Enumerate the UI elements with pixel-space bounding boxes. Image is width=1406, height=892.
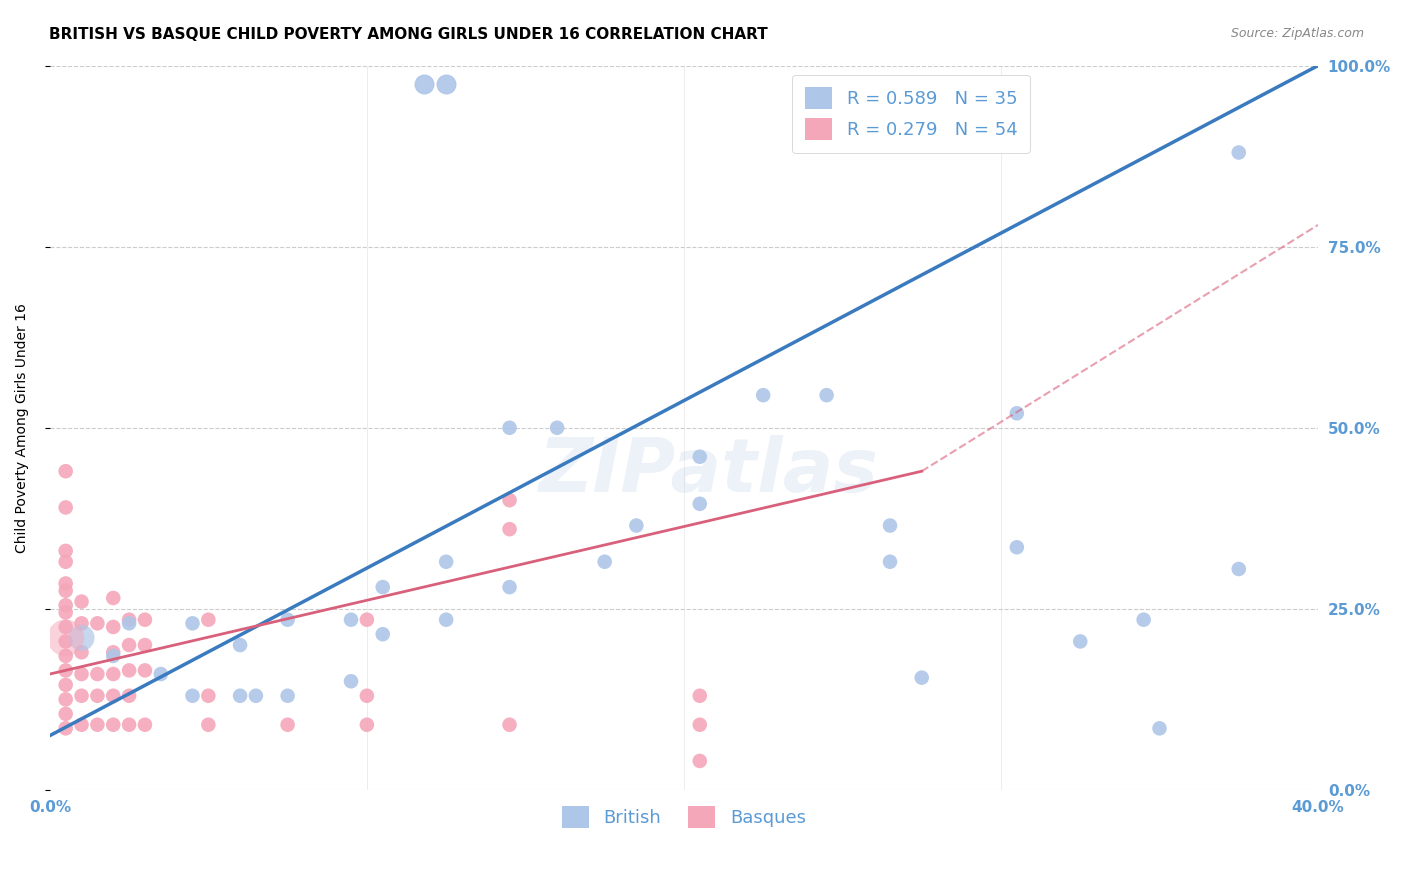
Point — [371, 580, 394, 594]
Point — [371, 627, 394, 641]
Point — [626, 518, 648, 533]
Point — [134, 664, 156, 678]
Point — [118, 717, 141, 731]
Point — [55, 631, 77, 645]
Point — [103, 717, 125, 731]
Point — [1028, 77, 1050, 91]
Point — [134, 638, 156, 652]
Point — [1227, 562, 1250, 576]
Point — [879, 518, 901, 533]
Point — [103, 591, 125, 605]
Point — [689, 717, 711, 731]
Point — [498, 421, 520, 435]
Point — [277, 717, 299, 731]
Point — [55, 620, 77, 634]
Point — [118, 664, 141, 678]
Text: Source: ZipAtlas.com: Source: ZipAtlas.com — [1230, 27, 1364, 40]
Point — [815, 388, 838, 402]
Point — [55, 678, 77, 692]
Point — [55, 583, 77, 598]
Point — [277, 613, 299, 627]
Point — [149, 667, 172, 681]
Point — [70, 689, 93, 703]
Point — [118, 638, 141, 652]
Point — [879, 555, 901, 569]
Point — [55, 722, 77, 736]
Point — [434, 555, 457, 569]
Point — [55, 664, 77, 678]
Point — [86, 616, 108, 631]
Point — [103, 648, 125, 663]
Point — [70, 594, 93, 608]
Point — [689, 497, 711, 511]
Point — [546, 421, 568, 435]
Point — [103, 645, 125, 659]
Point — [197, 717, 219, 731]
Point — [356, 689, 378, 703]
Point — [134, 613, 156, 627]
Text: BRITISH VS BASQUE CHILD POVERTY AMONG GIRLS UNDER 16 CORRELATION CHART: BRITISH VS BASQUE CHILD POVERTY AMONG GI… — [49, 27, 768, 42]
Point — [70, 616, 93, 631]
Point — [498, 580, 520, 594]
Point — [86, 667, 108, 681]
Point — [197, 613, 219, 627]
Point — [118, 689, 141, 703]
Point — [103, 620, 125, 634]
Point — [55, 692, 77, 706]
Point — [356, 717, 378, 731]
Point — [70, 631, 93, 645]
Point — [229, 689, 252, 703]
Point — [134, 717, 156, 731]
Point — [974, 77, 997, 91]
Point — [911, 671, 934, 685]
Point — [181, 616, 204, 631]
Point — [356, 613, 378, 627]
Point — [689, 689, 711, 703]
Point — [55, 576, 77, 591]
Point — [498, 717, 520, 731]
Point — [55, 555, 77, 569]
Point — [340, 674, 363, 689]
Point — [70, 667, 93, 681]
Point — [1005, 541, 1028, 555]
Point — [197, 689, 219, 703]
Point — [70, 645, 93, 659]
Point — [498, 522, 520, 536]
Point — [1005, 406, 1028, 420]
Point — [55, 606, 77, 620]
Point — [181, 689, 204, 703]
Point — [1149, 722, 1171, 736]
Point — [498, 493, 520, 508]
Point — [277, 689, 299, 703]
Y-axis label: Child Poverty Among Girls Under 16: Child Poverty Among Girls Under 16 — [15, 302, 30, 553]
Point — [118, 613, 141, 627]
Point — [229, 638, 252, 652]
Point — [118, 616, 141, 631]
Point — [1227, 145, 1250, 160]
Point — [1069, 634, 1091, 648]
Point — [1132, 613, 1154, 627]
Point — [103, 667, 125, 681]
Point — [86, 689, 108, 703]
Legend: British, Basques: British, Basques — [555, 798, 813, 835]
Text: ZIPatlas: ZIPatlas — [540, 434, 879, 508]
Point — [55, 598, 77, 612]
Point — [55, 464, 77, 478]
Point — [340, 613, 363, 627]
Point — [55, 500, 77, 515]
Point — [752, 388, 775, 402]
Point — [55, 648, 77, 663]
Point — [245, 689, 267, 703]
Point — [55, 544, 77, 558]
Point — [593, 555, 616, 569]
Point — [70, 717, 93, 731]
Point — [689, 754, 711, 768]
Point — [689, 450, 711, 464]
Point — [434, 613, 457, 627]
Point — [103, 689, 125, 703]
Point — [86, 717, 108, 731]
Point — [55, 706, 77, 721]
Point — [55, 634, 77, 648]
